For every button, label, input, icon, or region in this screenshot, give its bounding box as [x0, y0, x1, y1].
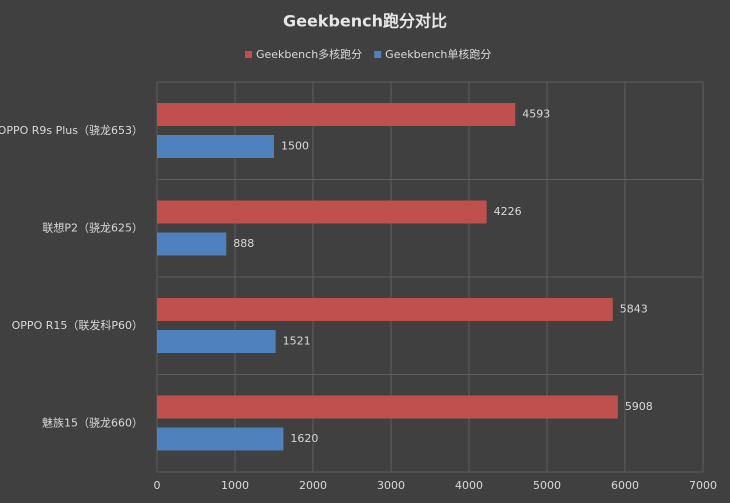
- legend-swatch: [374, 51, 382, 58]
- data-label: 1500: [281, 140, 309, 153]
- data-label: 1521: [283, 335, 311, 348]
- data-label: 4226: [494, 205, 522, 218]
- x-tick-label: 1000: [221, 479, 249, 492]
- data-label: 1620: [290, 432, 318, 445]
- y-tick-label: 魅族15（骁龙660）: [42, 415, 143, 429]
- y-tick-label: OPPO R15（联发科P60）: [12, 318, 143, 332]
- y-tick-label: 联想P2（骁龙625）: [42, 220, 143, 234]
- bar: [157, 298, 613, 321]
- legend-swatch: [245, 51, 252, 58]
- x-tick-label: 3000: [377, 479, 405, 492]
- data-label: 5843: [620, 303, 648, 316]
- x-tick-label: 0: [154, 479, 161, 492]
- legend-label: Geekbench多核跑分: [256, 47, 362, 61]
- bar: [157, 200, 487, 224]
- data-label: 5908: [625, 400, 653, 413]
- x-tick-label: 7000: [689, 479, 717, 492]
- x-tick-label: 5000: [533, 479, 561, 492]
- bar: [157, 135, 274, 158]
- bar: [157, 427, 284, 451]
- y-tick-label: OPPO R9s Plus（骁龙653）: [0, 123, 143, 137]
- data-label: 888: [233, 237, 254, 250]
- bar: [157, 232, 227, 256]
- x-tick-label: 2000: [299, 479, 327, 492]
- x-tick-label: 6000: [611, 479, 639, 492]
- data-label: 4593: [522, 108, 550, 121]
- bar: [157, 395, 618, 419]
- bar: [157, 330, 276, 353]
- bar: [157, 103, 516, 126]
- legend-label: Geekbench单核跑分: [385, 47, 491, 61]
- chart-title: Geekbench跑分对比: [283, 12, 447, 31]
- x-tick-label: 4000: [455, 479, 483, 492]
